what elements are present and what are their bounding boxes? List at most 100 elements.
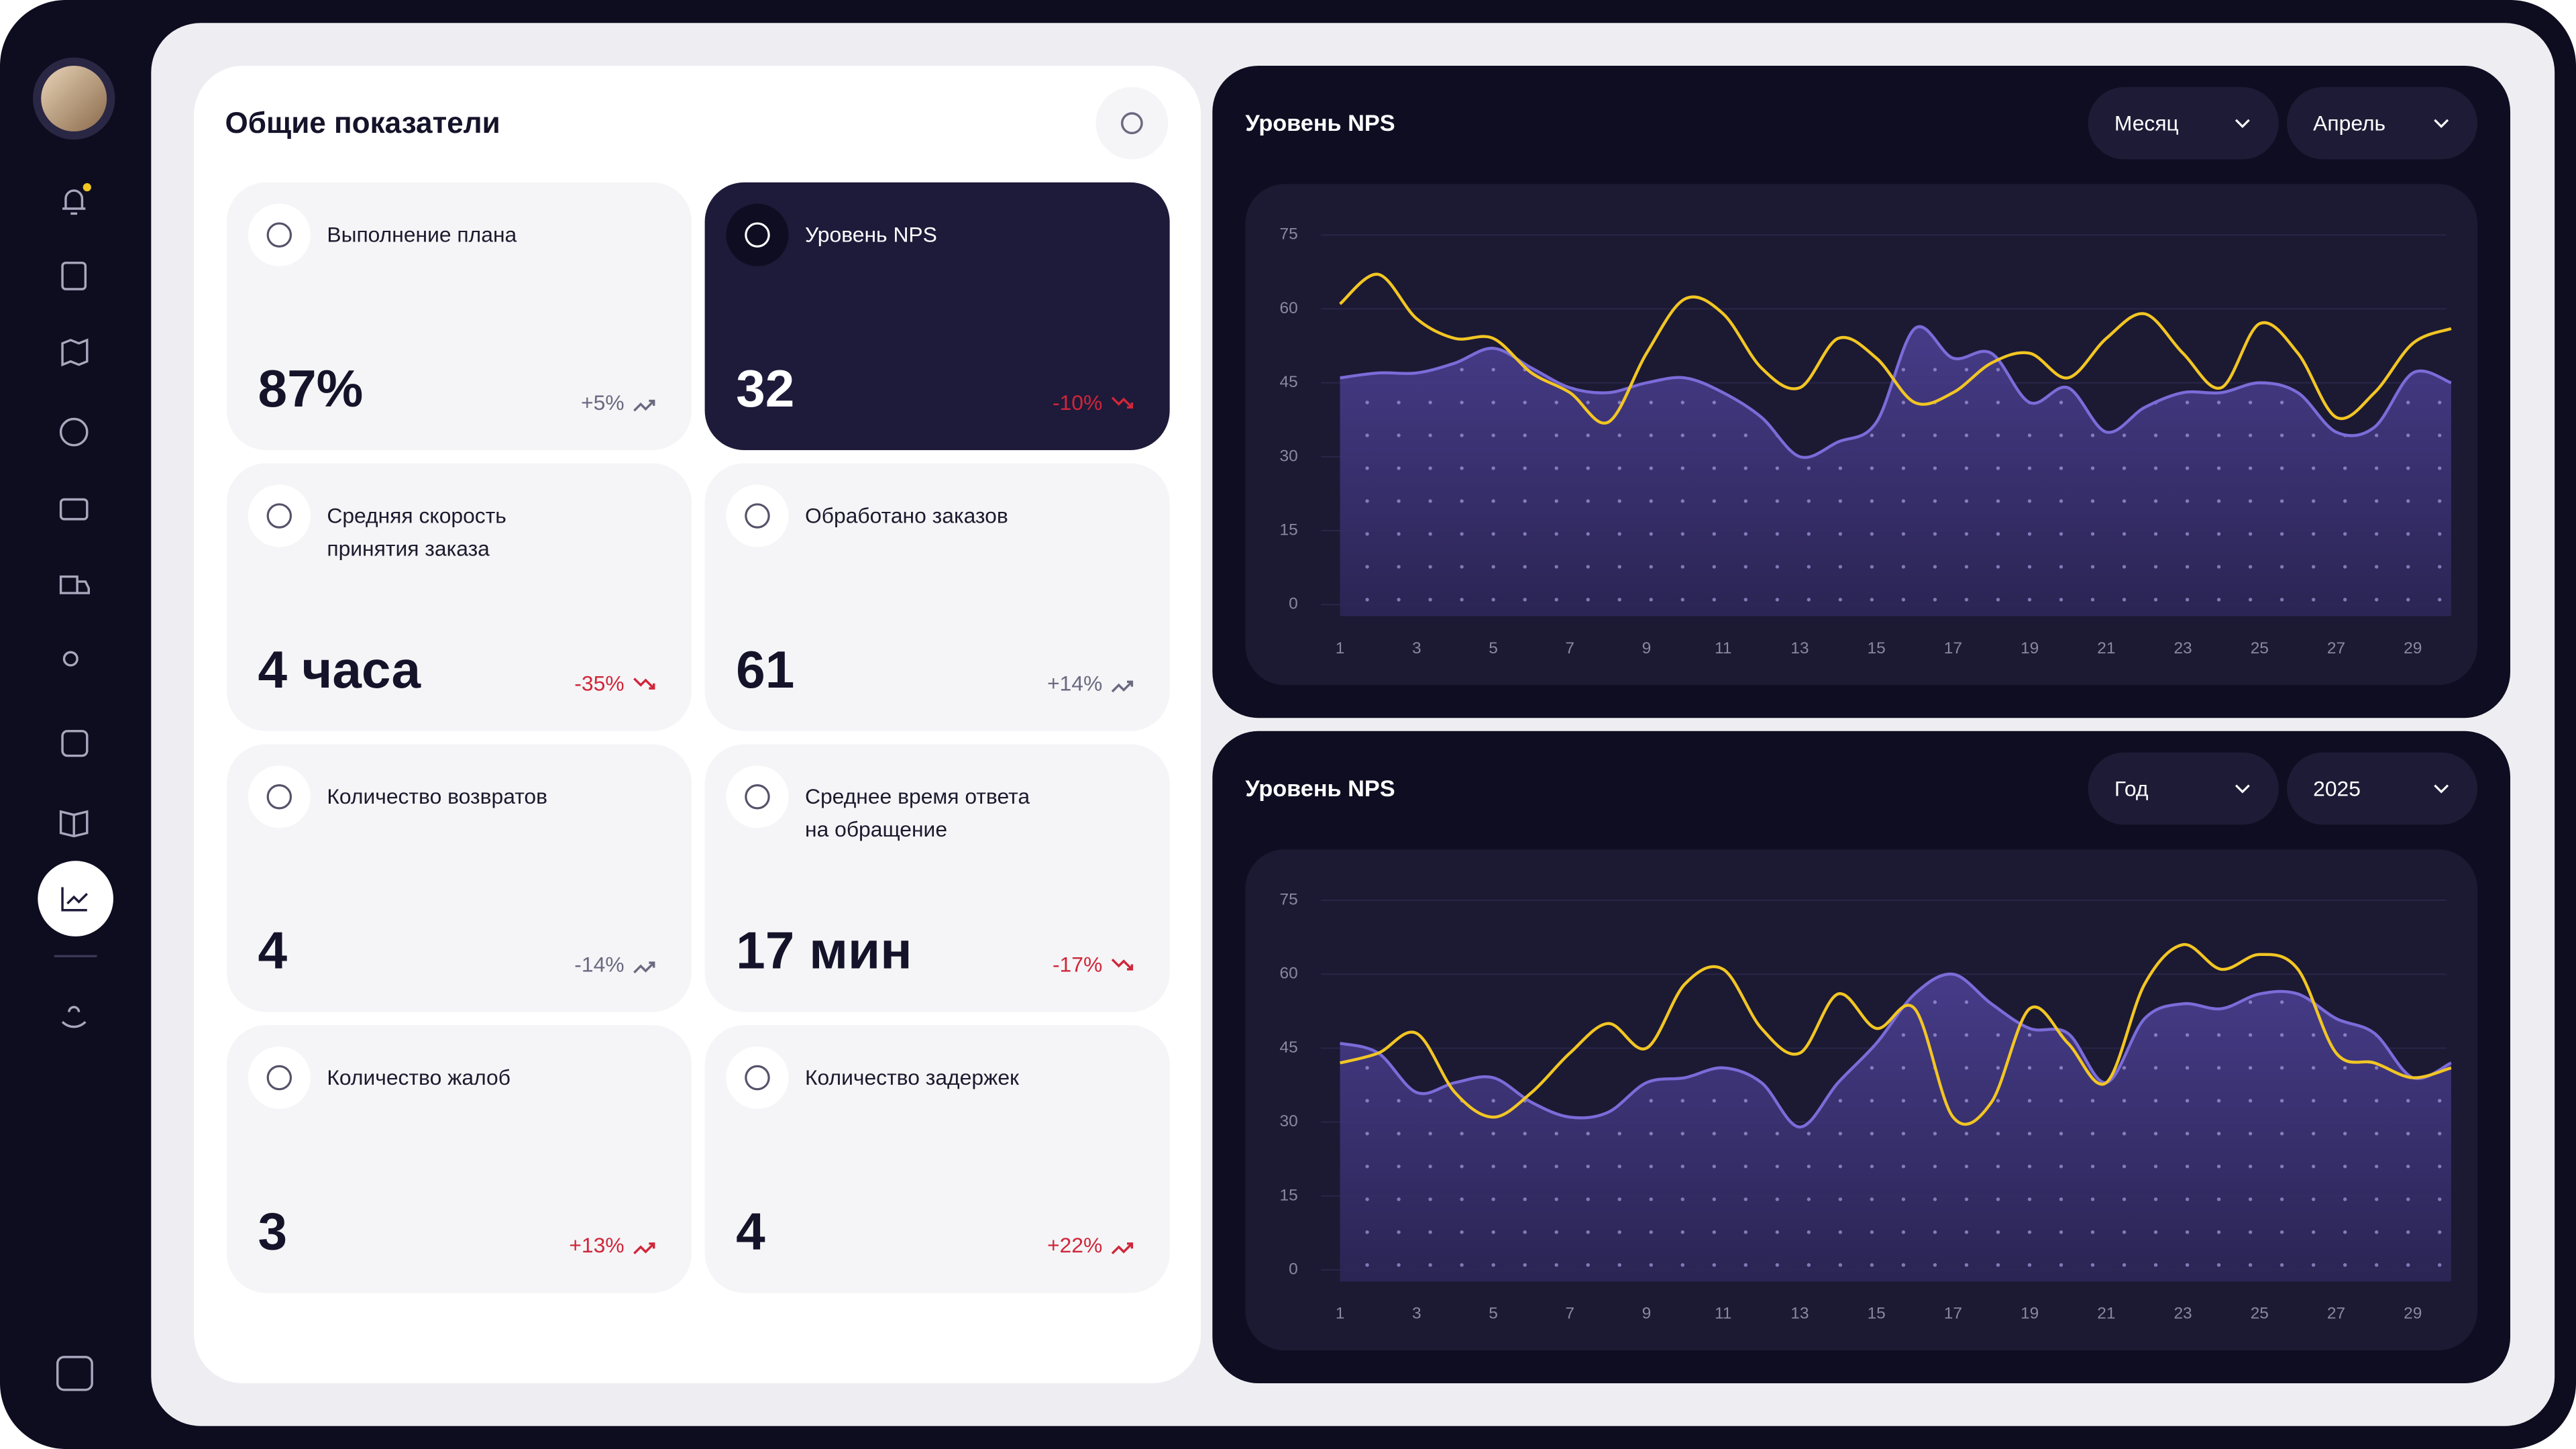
y-tick-label: 15: [1279, 521, 1297, 539]
dot: [1428, 400, 1432, 405]
dot: [2185, 598, 2190, 602]
dot: [1870, 598, 1874, 602]
dot: [1617, 598, 1621, 602]
card-label: Среднее время ответа на обращение: [805, 785, 1030, 842]
dot: [1933, 1197, 1937, 1201]
dot: [2406, 400, 2410, 405]
x-tick-label: 3: [1412, 1305, 1421, 1323]
y-tick-label: 60: [1279, 299, 1297, 317]
dot: [1491, 1263, 1495, 1267]
dot: [2406, 433, 2410, 437]
dot: [1901, 1099, 1906, 1103]
card-label-line: принятия заказа: [327, 537, 490, 561]
dot: [1996, 466, 2000, 470]
x-tick-label: 15: [1868, 1305, 1886, 1323]
dot: [1964, 1000, 1969, 1004]
y-tick-label: 0: [1289, 1260, 1298, 1279]
dot: [1743, 499, 1748, 503]
dot: [1523, 400, 1527, 405]
settings-button[interactable]: [1095, 87, 1169, 160]
clipboard-icon[interactable]: [61, 262, 87, 290]
dot: [2311, 1066, 2316, 1070]
dot: [1775, 532, 1779, 536]
dot: [2248, 1230, 2253, 1234]
dot: [2375, 1230, 2379, 1234]
collapse-icon[interactable]: [56, 1356, 93, 1391]
metric-card[interactable]: [226, 744, 692, 1012]
dot: [2153, 598, 2158, 602]
dot: [1807, 499, 1811, 503]
dot: [2248, 1033, 2253, 1037]
dot: [2090, 1197, 2095, 1201]
dot: [1838, 1132, 1843, 1136]
dot: [1964, 1033, 1969, 1037]
dot: [2406, 1197, 2410, 1201]
card-label-line: Уровень NPS: [805, 223, 937, 247]
map-icon[interactable]: [61, 338, 89, 367]
metric-card[interactable]: [226, 1025, 692, 1293]
truck-icon[interactable]: [59, 575, 90, 594]
dot: [1996, 1263, 2000, 1267]
dot: [1586, 466, 1590, 470]
dot: [1870, 532, 1874, 536]
dot: [2311, 1132, 2316, 1136]
card-icon-bg: [726, 1046, 789, 1110]
dot: [2279, 598, 2284, 602]
dot: [1554, 565, 1558, 569]
dot: [1428, 466, 1432, 470]
card-icon: [745, 503, 770, 529]
dot: [2343, 1099, 2347, 1103]
card-change: -14%: [574, 952, 624, 976]
dot: [1428, 1230, 1432, 1234]
users-icon[interactable]: [62, 651, 78, 667]
metric-card[interactable]: [704, 182, 1170, 451]
y-tick-label: 15: [1279, 1186, 1297, 1204]
dot: [2185, 1263, 2190, 1267]
dot: [2122, 532, 2127, 536]
metric-card[interactable]: [226, 463, 692, 731]
mail-icon[interactable]: [59, 498, 89, 521]
avatar[interactable]: [41, 65, 107, 131]
chevron: [2434, 119, 2449, 128]
dot: [2438, 499, 2442, 503]
dot: [1964, 1099, 1969, 1103]
metric-card[interactable]: [704, 463, 1170, 731]
filter-dropdown[interactable]: [2088, 87, 2279, 160]
card-icon-bg: [726, 484, 789, 547]
dot: [1838, 466, 1843, 470]
dot: [1807, 565, 1811, 569]
dot: [2343, 1165, 2347, 1169]
dot: [1996, 1132, 2000, 1136]
filter-dropdown[interactable]: [2286, 752, 2478, 825]
dot: [2279, 1066, 2284, 1070]
card-icon: [266, 503, 292, 529]
chat-icon[interactable]: [59, 417, 89, 447]
dot: [2216, 1230, 2221, 1234]
dot: [1365, 1263, 1369, 1267]
dot: [1491, 466, 1495, 470]
dot: [2122, 1066, 2127, 1070]
x-tick-label: 27: [2327, 1305, 2345, 1323]
metric-card[interactable]: [226, 182, 692, 451]
dot: [1428, 1165, 1432, 1169]
support-icon[interactable]: [61, 1006, 87, 1028]
y-tick-label: 0: [1289, 595, 1298, 613]
dot: [1491, 368, 1495, 372]
book-icon[interactable]: [59, 810, 89, 838]
dot: [1491, 1230, 1495, 1234]
dot: [1838, 598, 1843, 602]
dot: [1586, 1197, 1590, 1201]
x-tick-label: 13: [1790, 1305, 1809, 1323]
filter-dropdown[interactable]: [2088, 752, 2279, 825]
dot: [2216, 1165, 2221, 1169]
filter-dropdown[interactable]: [2286, 87, 2478, 160]
dot: [2375, 532, 2379, 536]
bell-icon[interactable]: [62, 189, 86, 215]
card-value: 4 часа: [258, 640, 421, 699]
dot: [2279, 1000, 2284, 1004]
dot: [2375, 1263, 2379, 1267]
folder-icon[interactable]: [61, 730, 89, 757]
metric-card[interactable]: [704, 1025, 1170, 1293]
metric-card[interactable]: [704, 744, 1170, 1012]
